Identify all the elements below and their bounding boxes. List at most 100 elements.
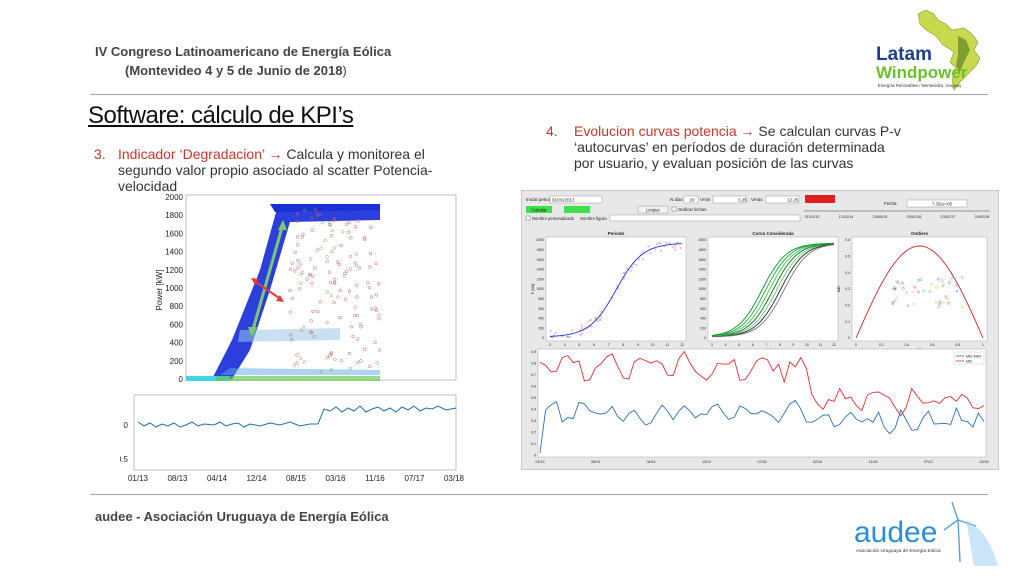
outlier-mark — [916, 279, 920, 282]
outlier-point — [348, 366, 352, 371]
outlier-mark — [928, 290, 932, 293]
outlier-point — [295, 361, 299, 365]
plot-ytick: 800 — [538, 297, 544, 301]
input-vmin[interactable] — [712, 195, 747, 204]
indicator-ytick-0: 0 — [124, 421, 129, 430]
outlier-point — [355, 283, 359, 287]
period-point — [647, 245, 650, 248]
nombre-checkbox[interactable] — [525, 215, 531, 221]
outlier-ytick: 0.2 — [845, 304, 850, 308]
input-vmax[interactable] — [765, 195, 800, 204]
indicator-xtick: 08/15 — [286, 474, 307, 483]
outlier-point — [333, 357, 337, 362]
item-4: 4. Evolucion curvas potencia → Se calcul… — [546, 123, 986, 171]
outlier-point — [329, 367, 333, 372]
outlier-xtick: 0.6 — [930, 343, 935, 347]
plot-xtick: 10 — [805, 343, 809, 347]
plot-ytick: 1000 — [536, 287, 544, 291]
outlier-point — [363, 236, 367, 240]
outlier-point — [333, 281, 337, 285]
scatter-ytick: 600 — [170, 320, 184, 329]
mei-ytick: 0.7 — [531, 373, 536, 377]
outlier-point — [333, 277, 337, 281]
outlier-point — [289, 338, 294, 342]
indicator-xtick: 12/14 — [246, 474, 267, 483]
indicator-plot-area — [133, 394, 457, 471]
outlier-point — [316, 248, 320, 252]
label-vmax: Vmax — [751, 197, 763, 202]
limpiar-button-label: Limpiar — [646, 208, 660, 213]
item-3: 3. Indicador ‘Degradacion’ → Calcula y m… — [94, 146, 524, 194]
outlier-point — [315, 213, 320, 217]
outlier-point — [356, 219, 360, 223]
scatter-outliers — [288, 208, 382, 373]
label-nombre-figura: Nombre figura — [580, 216, 607, 221]
period-point — [629, 269, 632, 272]
plot-title: Outliers — [911, 231, 929, 236]
outlier-mark — [891, 302, 895, 305]
period-point — [581, 333, 584, 336]
outlier-point — [325, 290, 330, 294]
outlier-point — [288, 288, 292, 293]
green-button-2[interactable] — [564, 206, 590, 213]
plot-ytick: 2000 — [536, 238, 544, 242]
input-ndias[interactable] — [683, 195, 699, 204]
outlier-point — [367, 286, 372, 290]
outlier-point — [338, 288, 343, 293]
period-point — [641, 258, 644, 261]
outlier-point — [295, 353, 299, 357]
outlier-point — [369, 295, 374, 299]
plot-ytick: 0 — [542, 336, 544, 340]
mei-ytick: 0.3 — [531, 419, 536, 423]
indicator-xtick: 07/17 — [404, 474, 425, 483]
outlier-point — [310, 216, 314, 221]
plot-box — [707, 236, 839, 342]
run-button-red[interactable] — [805, 195, 835, 203]
scatter-ytick: 800 — [170, 302, 184, 311]
period-point — [568, 335, 571, 338]
outlier-mark — [919, 278, 922, 281]
period-point — [668, 242, 671, 245]
logo-word-windpower: Windpower — [876, 63, 968, 82]
autocurve — [711, 243, 835, 338]
outlier-point — [311, 309, 315, 314]
scatter-ytick: 1600 — [165, 229, 183, 238]
limpiar-button[interactable] — [637, 205, 669, 214]
outlier-point — [329, 234, 334, 238]
plot-box — [851, 236, 988, 342]
item-4-text-line2: ‘autocurvas’ en períodos de duración det… — [574, 139, 885, 155]
mei-xtick: 07/15 — [758, 460, 767, 464]
outlier-point — [301, 232, 305, 236]
software-window: Inicial periodo 01/01/2013 N dias 20 Vmi… — [521, 190, 999, 470]
graficar-checkbox[interactable] — [671, 206, 677, 212]
outlier-mark — [905, 291, 908, 294]
outlier-point — [348, 254, 353, 258]
item-4-label: Evolucion curvas potencia → — [574, 123, 755, 139]
outlier-point — [355, 295, 359, 299]
input-ndias-value: 20 — [689, 198, 695, 203]
plot-ylabel: P [kW] — [531, 284, 535, 295]
outlier-mark — [941, 284, 945, 287]
input-inicial-periodo[interactable] — [549, 195, 603, 204]
outlier-mark — [934, 301, 938, 305]
conference-header: IV Congreso Latinoamericano de Energía E… — [95, 42, 395, 80]
period-point — [587, 319, 590, 322]
indicator-xtick: 03/18 — [444, 474, 465, 483]
period-point — [571, 329, 574, 332]
input-fecha[interactable] — [906, 199, 968, 208]
conference-dates: (Montevideo 4 y 5 de Junio de 2018) — [95, 61, 395, 80]
outlier-mark — [946, 297, 949, 301]
plot-ytick: 1800 — [698, 248, 706, 252]
outlier-point — [357, 266, 362, 270]
plot-ytick: 0 — [704, 336, 706, 340]
outlier-point — [343, 297, 347, 301]
outlier-ytick: 0.4 — [845, 271, 850, 275]
degradation-green-arrow — [250, 223, 285, 334]
period-point — [635, 264, 638, 267]
outlier-point — [338, 315, 342, 320]
timeline-tick: 01/01/13 — [805, 215, 820, 219]
plot-ytick: 200 — [538, 326, 544, 330]
input-nombre-figura[interactable] — [609, 214, 801, 222]
calcular-button[interactable] — [526, 206, 552, 213]
outlier-point — [288, 310, 292, 314]
